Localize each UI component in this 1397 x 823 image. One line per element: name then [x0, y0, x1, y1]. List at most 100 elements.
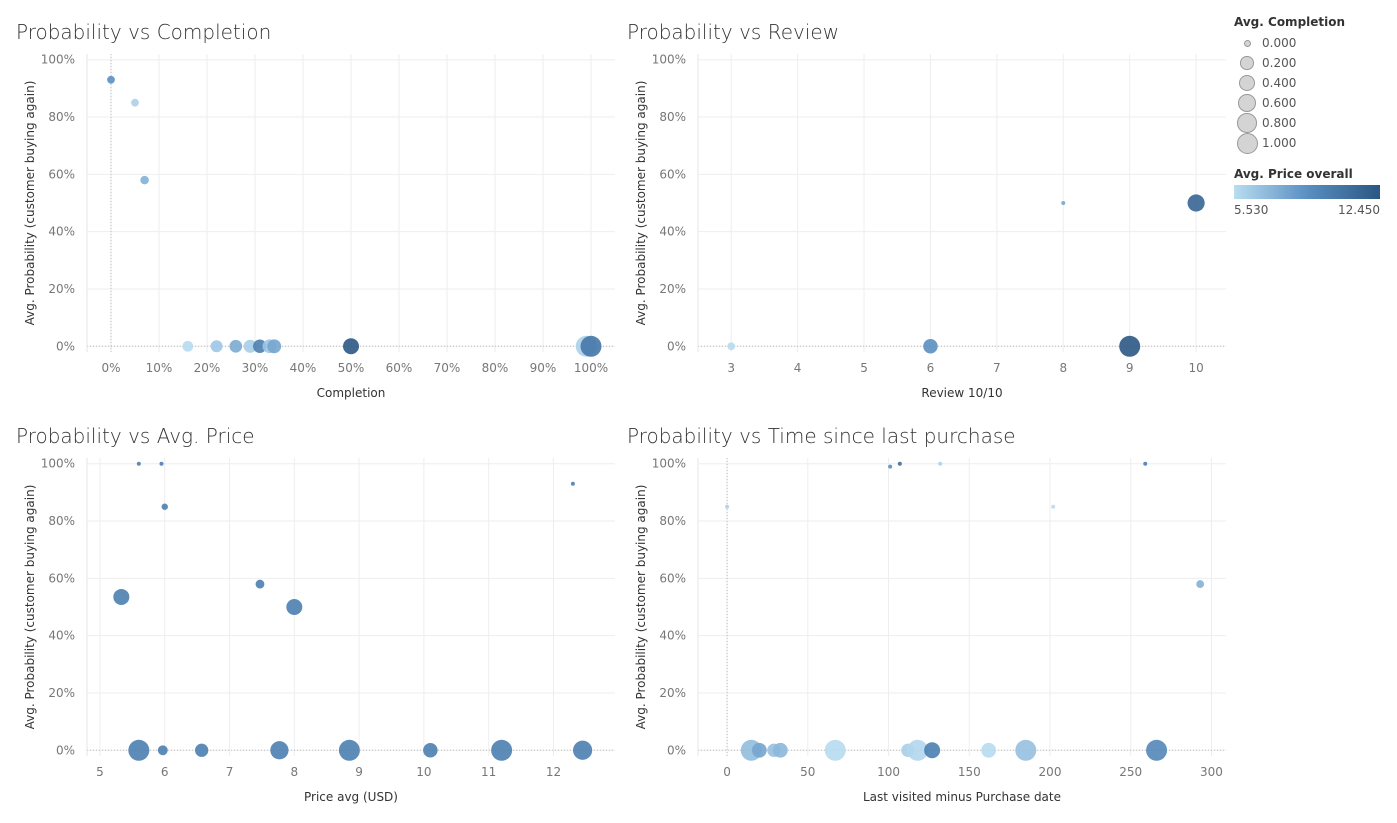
- size-legend-label: 0.400: [1262, 76, 1297, 90]
- x-tick-label: 7: [993, 361, 1001, 375]
- data-point: [267, 339, 282, 354]
- size-legend-label: 1.000: [1262, 136, 1297, 150]
- color-max-label: 12.450: [1338, 203, 1380, 217]
- color-ramp: [1234, 185, 1380, 199]
- size-legend-item: 0.200: [1234, 53, 1394, 73]
- data-point: [824, 739, 846, 761]
- size-legend-dot: [1237, 113, 1257, 133]
- data-point: [157, 745, 168, 756]
- color-min-label: 5.530: [1234, 203, 1269, 217]
- x-tick-label: 40%: [290, 361, 317, 375]
- x-tick-label: 6: [161, 765, 169, 779]
- y-tick-label: 80%: [48, 110, 75, 124]
- chart-title-price: Probability vs Avg. Price: [16, 424, 255, 448]
- y-tick-label: 80%: [659, 110, 686, 124]
- x-tick-label: 100%: [574, 361, 608, 375]
- size-legend-label: 0.200: [1262, 56, 1297, 70]
- data-point: [423, 743, 438, 758]
- data-point: [161, 503, 168, 510]
- y-tick-label: 0%: [56, 743, 75, 757]
- x-axis-label: Completion: [317, 386, 386, 400]
- data-point: [1061, 201, 1066, 205]
- y-tick-label: 60%: [659, 167, 686, 181]
- x-tick-label: 8: [1059, 361, 1067, 375]
- x-tick-label: 20%: [194, 361, 221, 375]
- data-point: [1146, 739, 1168, 761]
- color-ramp-labels: 5.530 12.450: [1234, 203, 1380, 217]
- x-tick-label: 5: [96, 765, 104, 779]
- x-tick-label: 5: [860, 361, 868, 375]
- y-tick-label: 40%: [659, 225, 686, 239]
- x-tick-label: 60%: [386, 361, 413, 375]
- data-point: [107, 75, 115, 84]
- legend: Avg. Completion 0.000 0.200 0.400 0.600 0.80…: [1234, 15, 1394, 217]
- size-legend-item: 1.000: [1234, 132, 1394, 154]
- x-tick-label: 30%: [242, 361, 269, 375]
- x-tick-label: 150: [958, 765, 981, 779]
- data-point: [1119, 335, 1141, 357]
- data-point: [113, 588, 130, 605]
- data-point: [229, 339, 243, 353]
- data-point: [159, 461, 164, 466]
- size-legend: 0.000 0.200 0.400 0.600 0.800 1.000: [1234, 33, 1394, 154]
- data-point: [1051, 504, 1056, 509]
- data-point: [938, 461, 943, 466]
- data-point: [243, 339, 257, 353]
- x-axis-label: Last visited minus Purchase date: [863, 790, 1061, 804]
- y-tick-label: 20%: [659, 686, 686, 700]
- x-tick-label: 3: [727, 361, 735, 375]
- y-tick-label: 100%: [652, 53, 686, 67]
- x-tick-label: 80%: [482, 361, 509, 375]
- size-legend-dot: [1236, 132, 1258, 154]
- x-tick-label: 0%: [101, 361, 120, 375]
- data-point: [1187, 194, 1205, 212]
- data-point: [270, 741, 289, 760]
- y-tick-label: 100%: [41, 457, 75, 471]
- size-legend-item: 0.000: [1234, 33, 1394, 53]
- x-tick-label: 7: [226, 765, 234, 779]
- y-tick-label: 0%: [56, 339, 75, 353]
- y-tick-label: 20%: [48, 282, 75, 296]
- x-tick-label: 250: [1119, 765, 1142, 779]
- x-tick-label: 50%: [338, 361, 365, 375]
- data-point: [342, 338, 360, 355]
- y-axis-label: Avg. Probability (customer buying again): [23, 81, 37, 326]
- y-tick-label: 80%: [48, 514, 75, 528]
- y-tick-label: 40%: [48, 225, 75, 239]
- data-point: [727, 342, 736, 351]
- size-legend-title: Avg. Completion: [1234, 15, 1346, 29]
- x-tick-label: 50: [800, 765, 815, 779]
- x-tick-label: 90%: [530, 361, 557, 375]
- data-point: [136, 461, 141, 466]
- x-tick-label: 10%: [146, 361, 173, 375]
- chart-title-time: Probability vs Time since last purchase: [627, 424, 1016, 448]
- y-tick-label: 40%: [48, 629, 75, 643]
- data-point: [725, 504, 730, 509]
- size-legend-dot: [1238, 94, 1256, 112]
- x-tick-label: 100: [877, 765, 900, 779]
- x-axis-label: Price avg (USD): [304, 790, 398, 804]
- y-axis-label: Avg. Probability (customer buying again): [634, 485, 648, 730]
- data-point: [255, 579, 265, 589]
- y-tick-label: 20%: [48, 686, 75, 700]
- x-axis-label: Review 10/10: [921, 386, 1002, 400]
- y-tick-label: 0%: [667, 339, 686, 353]
- data-point: [195, 743, 209, 757]
- size-legend-item: 0.800: [1234, 113, 1394, 133]
- data-point: [338, 739, 360, 761]
- x-tick-label: 8: [290, 765, 298, 779]
- size-legend-item: 0.600: [1234, 93, 1394, 113]
- y-tick-label: 60%: [659, 571, 686, 585]
- x-tick-label: 11: [481, 765, 496, 779]
- data-point: [580, 335, 602, 357]
- data-point: [210, 340, 223, 353]
- x-tick-label: 0: [723, 765, 731, 779]
- x-tick-label: 12: [546, 765, 561, 779]
- data-point: [751, 742, 767, 758]
- data-point: [140, 175, 149, 185]
- data-point: [888, 464, 893, 469]
- data-point: [573, 740, 593, 760]
- y-tick-label: 100%: [652, 457, 686, 471]
- x-tick-label: 200: [1039, 765, 1062, 779]
